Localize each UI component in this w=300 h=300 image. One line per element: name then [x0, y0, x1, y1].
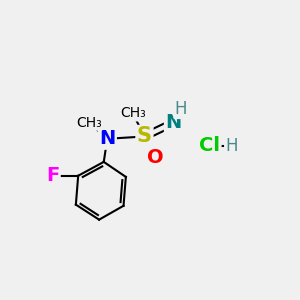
Text: CH₃: CH₃ — [120, 106, 146, 120]
Text: CH₃: CH₃ — [76, 116, 101, 130]
Text: N: N — [99, 129, 116, 148]
Text: O: O — [147, 148, 163, 167]
Text: S: S — [137, 127, 152, 146]
Text: N: N — [165, 113, 182, 132]
Text: Cl: Cl — [199, 136, 220, 155]
Text: F: F — [46, 166, 59, 185]
Text: H: H — [225, 137, 238, 155]
Text: H: H — [175, 100, 187, 118]
